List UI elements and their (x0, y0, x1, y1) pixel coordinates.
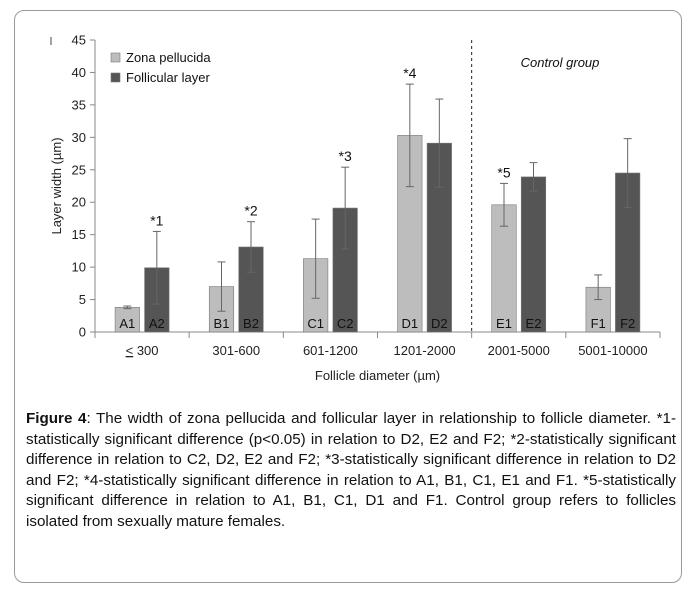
y-tick-label: 30 (72, 130, 86, 145)
x-tick-label: 601-1200 (303, 343, 358, 358)
x-tick-label: 5001-10000 (578, 343, 647, 358)
caption-text: : The width of zona pellucida and follic… (26, 410, 677, 530)
significance-label: *3 (339, 148, 352, 164)
bar-label: A2 (149, 316, 165, 331)
significance-label: *2 (244, 203, 257, 219)
legend: Zona pellucida Follicular layer (110, 50, 211, 85)
significance-label: *5 (497, 164, 510, 180)
bar-label: F1 (591, 316, 606, 331)
y-tick-label: 5 (79, 292, 86, 307)
control-group-annotation: Control group (521, 55, 600, 70)
significance-label: *4 (403, 65, 416, 81)
bars (114, 83, 641, 333)
y-tick-label: 15 (72, 227, 86, 242)
x-axis-label: Follicle diameter (µm) (315, 368, 440, 383)
y-tick-label: 35 (72, 97, 86, 112)
bar-label: E2 (526, 316, 542, 331)
y-axis-label: Layer width (µm) (49, 137, 64, 234)
bar-label: F2 (620, 316, 635, 331)
bar-label: B2 (243, 316, 259, 331)
axes: 0 5 10 15 20 25 30 35 40 45 < 300 301-600 601-1200 12… (50, 33, 661, 358)
labels: A1 B1 C1 D1 E1 F1 A2 B2 C2 D2 E2 F2 *1 *2 *3 *4 *5 (119, 65, 635, 331)
bar-label: A1 (119, 316, 135, 331)
legend-swatch (110, 52, 121, 63)
bar-label: D2 (431, 316, 448, 331)
bar-label: D1 (402, 316, 419, 331)
bar-label: C1 (307, 316, 324, 331)
bar (114, 307, 140, 333)
y-tick-label: 25 (72, 162, 86, 177)
y-tick-label: 20 (72, 195, 86, 210)
legend-entry: Zona pellucida (126, 50, 211, 65)
bar-label: C2 (337, 316, 354, 331)
legend-entry: Follicular layer (126, 70, 210, 85)
caption-label: Figure 4 (26, 410, 87, 427)
y-tick-label: 10 (72, 260, 86, 275)
x-tick-label: < 300 (126, 343, 159, 358)
significance-label: *1 (150, 212, 163, 228)
x-tick-label: 1201-2000 (393, 343, 455, 358)
figure-frame (14, 10, 682, 583)
x-tick-label: 301-600 (212, 343, 260, 358)
legend-swatch (110, 72, 121, 83)
figure-caption: Figure 4: The width of zona pellucida an… (26, 409, 676, 532)
bar-chart: 0 5 10 15 20 25 30 35 40 45 < 300 301-600 601-1200 12… (49, 33, 661, 383)
y-tick-label: 0 (79, 325, 86, 340)
y-tick-label: 45 (72, 33, 86, 48)
bar (520, 176, 547, 333)
bar-label: E1 (496, 316, 512, 331)
bar-label: B1 (214, 316, 230, 331)
y-tick-label: 40 (72, 65, 86, 80)
x-tick-label: 2001-5000 (488, 343, 550, 358)
